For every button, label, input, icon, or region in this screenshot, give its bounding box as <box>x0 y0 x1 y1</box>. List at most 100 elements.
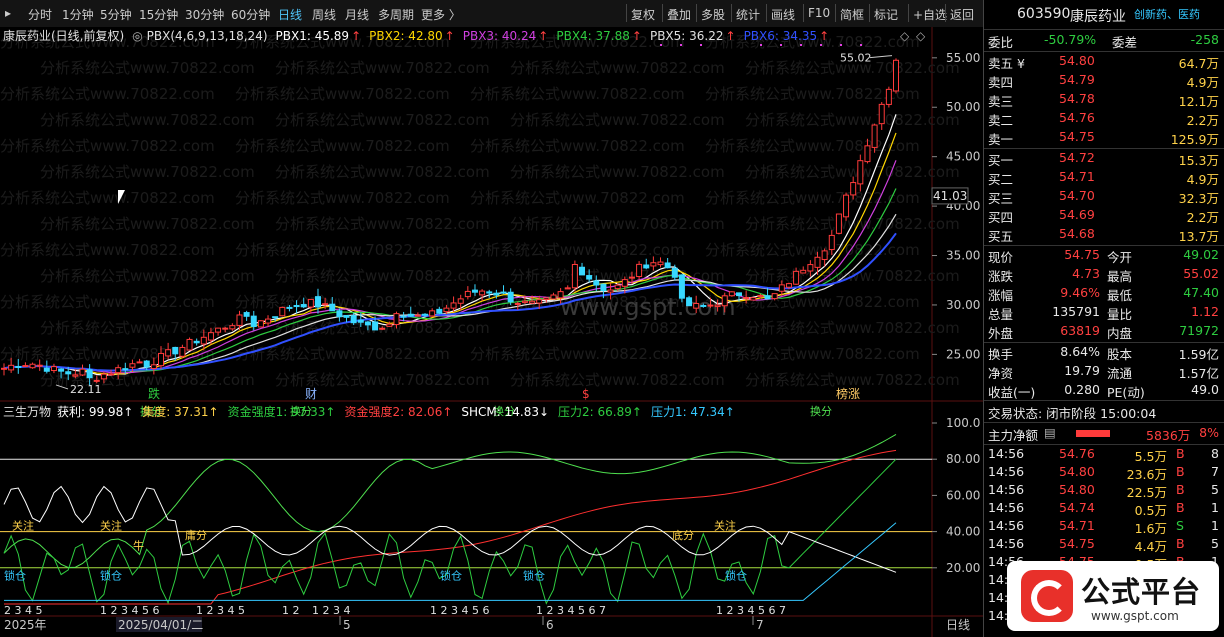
toolbar-action-7[interactable]: 标记 <box>874 8 899 22</box>
watermark-text: 分析系统公式www.70822.com <box>510 59 725 77</box>
ask-price[interactable]: 54.80 <box>1059 53 1095 68</box>
stock-code[interactable]: 603590 <box>1017 6 1071 22</box>
candle-body <box>250 315 257 328</box>
watermark-text: 分析系统公式www.70822.com <box>705 345 920 363</box>
bid-price[interactable]: 54.70 <box>1059 188 1095 203</box>
candle-body <box>407 313 414 317</box>
signal-annotation: 锁仓 <box>100 568 122 582</box>
bid-price[interactable]: 54.69 <box>1059 207 1095 222</box>
candle-body <box>850 182 857 196</box>
tick-side: B <box>1176 482 1185 497</box>
candle-body <box>29 363 36 369</box>
bid-price[interactable]: 54.68 <box>1059 226 1095 241</box>
ask-price[interactable]: 54.76 <box>1059 110 1095 125</box>
list-icon[interactable]: ▤ <box>1044 425 1056 440</box>
stock-title[interactable]: 康辰药业(日线,前复权) <box>3 29 125 43</box>
period-tab-7[interactable]: 周线 <box>312 8 337 22</box>
candle-body <box>272 316 279 319</box>
event-label-2[interactable]: $ <box>582 387 590 401</box>
tick-volume: 4.4万 <box>1134 539 1167 554</box>
toolbar-action-3[interactable]: 统计 <box>736 8 761 22</box>
tick-count: 1 <box>1211 500 1219 515</box>
toolbar-action-2[interactable]: 多股 <box>701 8 726 22</box>
watermark-text: 分析系统公式www.70822.com <box>40 111 255 129</box>
candle-body <box>871 124 878 148</box>
menu-icon[interactable]: ▸ <box>5 6 12 20</box>
stat-value: 1.12 <box>1191 304 1219 319</box>
settings-dot-icon[interactable]: ◇ <box>916 29 926 43</box>
bid-row: 买四 54.69 2.2万 <box>984 207 1224 226</box>
indicator-settings-icon[interactable]: ◎ <box>132 29 143 43</box>
candle-body <box>243 312 250 317</box>
stat-row: 总量 135791 量比 1.12 <box>984 304 1224 323</box>
tick-time: 14:56 <box>988 464 1025 479</box>
candle-body <box>536 299 543 304</box>
stat-label: 最低 <box>1107 288 1133 303</box>
period-tab-10[interactable]: 更多 〉 <box>421 8 461 22</box>
tick-time: 14:56 <box>988 536 1025 551</box>
indicator-name[interactable]: PBX(4,6,9,13,18,24) <box>146 29 268 43</box>
chart-area[interactable]: 分析系统公式www.70822.com 分析系统公式www.70822.com 分析… <box>0 27 983 637</box>
bid-row: 买二 54.71 4.9万 <box>984 169 1224 188</box>
period-tab-6[interactable]: 日线 <box>278 8 303 22</box>
weicha-label: 委差 <box>1112 35 1138 50</box>
toolbar-action-5[interactable]: F10 <box>808 6 831 20</box>
bid-price[interactable]: 54.72 <box>1059 150 1095 165</box>
weibi-value: -50.79% <box>1044 32 1097 47</box>
candle-body <box>379 327 386 330</box>
brand-logo-glyph <box>1031 580 1067 616</box>
ask-price[interactable]: 54.78 <box>1059 91 1095 106</box>
divider <box>984 422 1224 423</box>
chart-canvas[interactable]: 分析系统公式www.70822.com 分析系统公式www.70822.com 分析… <box>0 27 983 637</box>
bid-price[interactable]: 54.71 <box>1059 169 1095 184</box>
candle-body <box>550 294 557 300</box>
candle-body <box>600 283 607 292</box>
trade-status: 交易状态: 闭市阶段 15:00:04 <box>988 406 1157 421</box>
ask-volume: 64.7万 <box>1178 56 1219 71</box>
candle-body <box>157 352 164 367</box>
watermark-text: 分析系统公式www.70822.com <box>235 241 450 259</box>
ask-price[interactable]: 54.75 <box>1059 129 1095 144</box>
bid-volume: 2.2万 <box>1186 210 1219 225</box>
stock-name[interactable]: 康辰药业 <box>1070 9 1126 25</box>
diamond-icon[interactable]: ◇ <box>900 29 910 43</box>
ask-label: 卖五 ¥ <box>988 56 1025 71</box>
toolbar-action-9[interactable]: 返回 <box>950 8 975 22</box>
toolbar-action-4[interactable]: 画线 <box>771 8 796 22</box>
concept-tags[interactable]: 创新药、医药 <box>1134 8 1200 21</box>
candle-body <box>1 367 7 370</box>
ask-price[interactable]: 54.79 <box>1059 72 1095 87</box>
sub-y-tick-label: 80.00 <box>946 452 980 466</box>
signal-annotation: 锁仓 <box>440 568 462 582</box>
period-toolbar: 分时 1分钟 5分钟 15分钟 30分钟 60分钟 日线 周线 月线 多周期 更多 〉 复权 叠加 多股统… <box>0 0 983 28</box>
watermark-text: 分析系统公式www.70822.com <box>0 137 215 155</box>
toolbar-action-0[interactable]: 复权 <box>631 8 656 22</box>
pbx-value-1: PBX1: 45.89 <box>275 29 350 43</box>
tick-side: S <box>1176 518 1184 533</box>
toolbar-action-8[interactable]: +自选 <box>913 8 948 22</box>
x-axis-label: 2025年 <box>4 618 47 632</box>
period-tab-1[interactable]: 1分钟 <box>62 8 94 22</box>
period-tab-5[interactable]: 60分钟 <box>231 8 271 22</box>
sub-indicator-name[interactable]: 三生万物 <box>3 405 52 419</box>
event-label-0[interactable]: 跌 <box>148 386 160 401</box>
candle-body <box>621 279 628 287</box>
period-tab-0[interactable]: 分时 <box>28 8 53 22</box>
period-tag[interactable]: 日线 <box>946 618 970 632</box>
event-label-1[interactable]: 财 <box>305 387 317 401</box>
count-sequence: 1 2 3 4 5 6 <box>430 604 489 617</box>
period-tab-3[interactable]: 15分钟 <box>139 8 179 22</box>
y-tick-label: 30.00 <box>946 298 980 312</box>
period-tab-8[interactable]: 月线 <box>345 8 370 22</box>
watermark-text: 分析系统公式www.70822.com <box>470 33 685 51</box>
pbx-value-5: PBX5: 36.22 <box>649 29 724 43</box>
event-label-3[interactable]: 榜涨 <box>836 386 860 401</box>
period-tab-4[interactable]: 30分钟 <box>185 8 225 22</box>
toolbar-action-1[interactable]: 叠加 <box>667 8 692 22</box>
period-tab-9[interactable]: 多周期 <box>378 8 415 22</box>
candle-body <box>464 290 471 298</box>
toolbar-action-6[interactable]: 简框 <box>840 8 865 22</box>
divider <box>984 444 1224 445</box>
period-tab-2[interactable]: 5分钟 <box>100 8 132 22</box>
candle-body <box>8 364 15 371</box>
